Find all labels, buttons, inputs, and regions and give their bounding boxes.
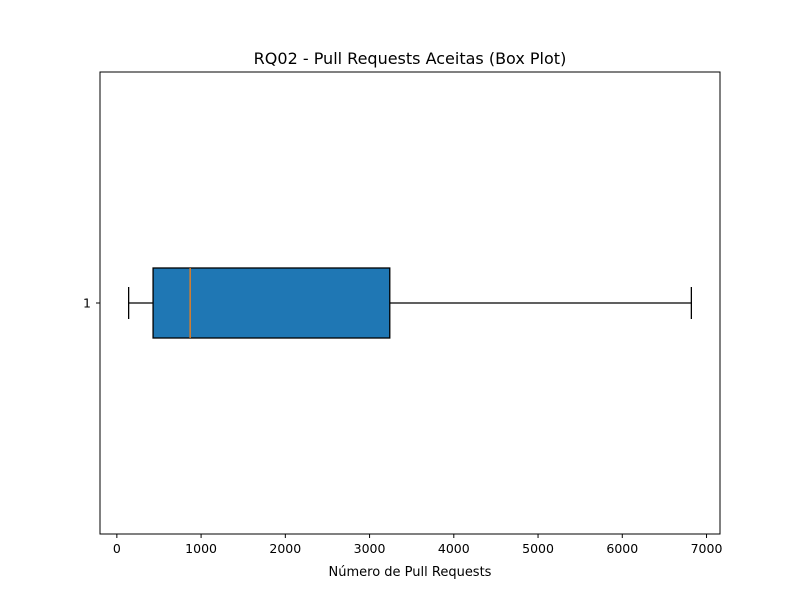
x-tick-label: 1000 xyxy=(185,541,217,556)
x-tick-label: 7000 xyxy=(691,541,723,556)
x-tick-label: 5000 xyxy=(522,541,554,556)
x-tick-label: 6000 xyxy=(606,541,638,556)
plot-frame xyxy=(99,71,721,535)
plot-layer: 1 0 1000 2000 3000 4000 5000 6000 7000 xyxy=(83,71,723,556)
x-tick-label: 0 xyxy=(113,541,121,556)
y-tick-label: 1 xyxy=(83,296,91,311)
x-tick-label: 2000 xyxy=(269,541,301,556)
chart-title: RQ02 - Pull Requests Aceitas (Box Plot) xyxy=(254,49,567,68)
x-tick-label: 4000 xyxy=(438,541,470,556)
box-iqr xyxy=(152,267,391,339)
x-tick-label: 3000 xyxy=(354,541,386,556)
x-axis-label: Número de Pull Requests xyxy=(329,565,492,580)
